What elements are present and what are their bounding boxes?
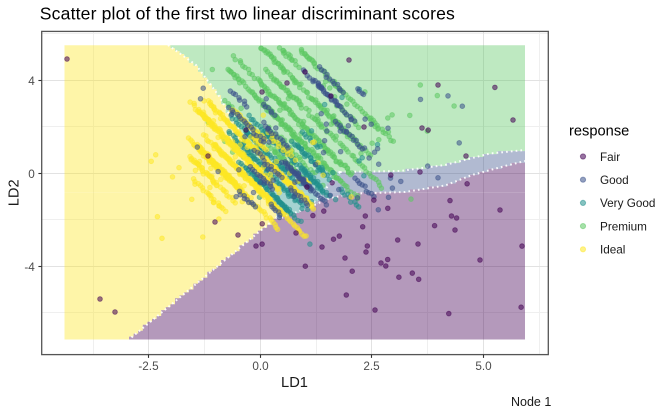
svg-text:Scatter plot of the first two: Scatter plot of the first two linear dis…: [40, 4, 455, 24]
svg-text:-2.5: -2.5: [138, 360, 159, 373]
svg-text:LD2: LD2: [6, 179, 22, 206]
svg-text:response: response: [569, 123, 629, 139]
svg-text:5.0: 5.0: [475, 360, 492, 373]
svg-text:Good: Good: [600, 174, 629, 187]
svg-text:0: 0: [28, 168, 35, 181]
svg-text:Very Good: Very Good: [600, 197, 655, 210]
svg-text:Premium: Premium: [600, 220, 647, 233]
svg-text:Fair: Fair: [600, 151, 620, 164]
svg-text:4: 4: [28, 75, 35, 88]
svg-text:LD1: LD1: [281, 375, 308, 391]
svg-text:2.5: 2.5: [363, 360, 380, 373]
svg-text:-4: -4: [24, 261, 35, 274]
svg-text:Node 1: Node 1: [511, 395, 551, 409]
svg-text:Ideal: Ideal: [600, 244, 625, 257]
svg-text:0.0: 0.0: [252, 360, 269, 373]
